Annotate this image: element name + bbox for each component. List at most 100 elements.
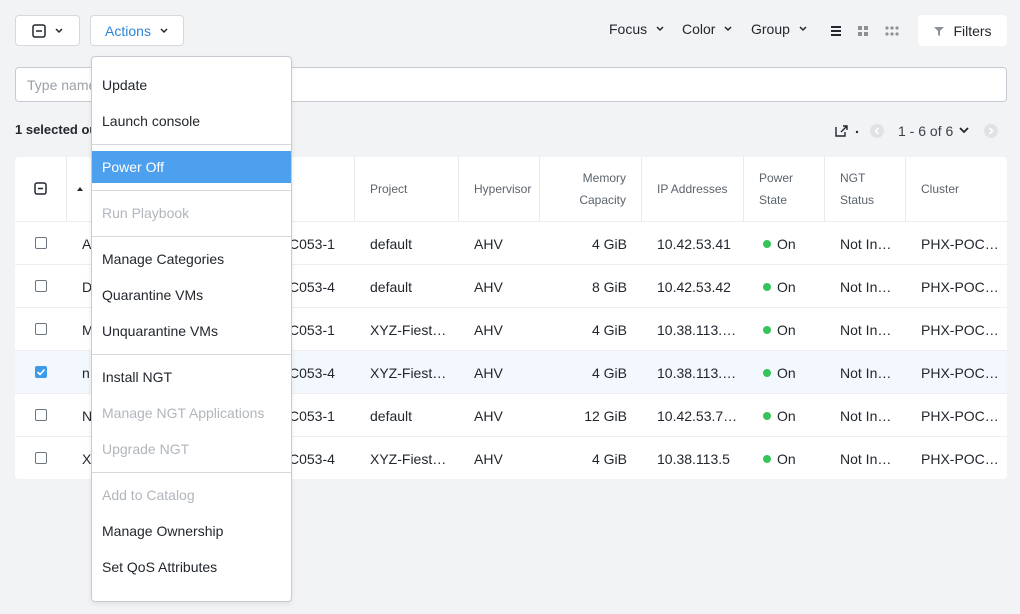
column-header[interactable]: Power State: [744, 157, 825, 221]
focus-label: Focus: [609, 21, 648, 37]
cell-text: AHV: [474, 364, 503, 381]
chevron: [160, 27, 168, 33]
table-row[interactable]: D C053-4 default AHV 8 GiB 10.42.53.42 On Not I…: [15, 264, 1007, 307]
column-header[interactable]: Cluster: [906, 157, 1007, 221]
table-cell: Not In…: [825, 394, 906, 437]
table-cell: XYZ-Fiest…: [355, 437, 459, 479]
export-icon[interactable]: [834, 123, 864, 139]
table-cell: On: [744, 394, 825, 437]
column-header[interactable]: Project: [355, 157, 459, 221]
group-dropdown[interactable]: Group: [751, 21, 808, 37]
cell-text: Not In…: [840, 278, 892, 295]
cell-text: Not In…: [840, 450, 892, 467]
power-dot: [763, 454, 771, 463]
menu-item[interactable]: Quarantine VMs: [102, 287, 204, 303]
sort-icon: [77, 187, 83, 191]
vm-host: C053-1: [289, 321, 335, 338]
table-row[interactable]: X C053-4 XYZ-Fiest… AHV 4 GiB 10.38.113.5 On No…: [15, 436, 1007, 479]
row-checkbox[interactable]: [35, 237, 47, 249]
header-select: [15, 157, 67, 221]
cell-text: AHV: [474, 235, 503, 252]
column-header[interactable]: IP Addresses: [642, 157, 744, 221]
table-cell: AHV: [459, 222, 540, 265]
column-header[interactable]: NGT Status: [825, 157, 906, 221]
menu-item[interactable]: Set QoS Attributes: [102, 559, 218, 575]
separator-line: [92, 353, 291, 355]
cell-text: default: [370, 235, 413, 252]
table-row[interactable]: A C053-1 default AHV 4 GiB 10.42.53.41 On Not I…: [15, 221, 1007, 264]
vm-name: X: [82, 450, 92, 467]
color-dropdown[interactable]: Color: [682, 21, 733, 37]
table-cell: 10.42.53.41: [642, 222, 744, 265]
menu-item[interactable]: Manage Categories: [102, 251, 225, 267]
table-cell: 12 GiB: [540, 394, 642, 437]
cell-text: PHX-POC…: [921, 321, 999, 338]
separator-line: [92, 235, 291, 237]
pagination-range[interactable]: 1 - 6 of 6: [898, 123, 954, 139]
filters-button[interactable]: Filters: [918, 15, 1007, 46]
checkbox-icon: [31, 23, 46, 38]
table-cell: On: [744, 351, 825, 394]
color-label: Color: [682, 21, 716, 37]
row-checkbox[interactable]: [35, 366, 47, 378]
cell-text: 12 GiB: [584, 407, 627, 424]
cell-text: 4 GiB: [591, 450, 627, 467]
separator-line: [92, 189, 291, 191]
check-mark: [36, 368, 46, 376]
menu-separator: [92, 185, 291, 195]
menu-item[interactable]: Install NGT: [102, 369, 173, 385]
table-cell: Not In…: [825, 265, 906, 308]
menu-item[interactable]: Manage Ownership: [102, 523, 224, 539]
next-page[interactable]: [983, 123, 999, 139]
menu-item: Run Playbook: [102, 205, 190, 221]
menu-separator: [92, 467, 291, 477]
row-checkbox[interactable]: [35, 280, 47, 292]
menu-item[interactable]: Unquarantine VMs: [102, 323, 218, 339]
table-cell: PHX-POC…: [906, 308, 1007, 351]
cell-text: default: [370, 407, 413, 424]
table-cell: 10.38.113.…: [642, 351, 744, 394]
power-dot: [763, 239, 771, 248]
row-checkbox[interactable]: [35, 452, 47, 464]
vm-host: C053-1: [289, 407, 335, 424]
column-header[interactable]: Hypervisor: [459, 157, 540, 221]
table-cell: Not In…: [825, 308, 906, 351]
menu-separator: [92, 139, 291, 149]
menu-item[interactable]: Update: [102, 77, 148, 93]
prev-page[interactable]: [869, 123, 885, 139]
search-placeholder: Type name: [27, 76, 97, 93]
vm-host: C053-4: [289, 450, 335, 467]
row-checkbox[interactable]: [35, 409, 47, 421]
vm-name: M: [82, 321, 94, 338]
cell-text: Not In…: [840, 321, 892, 338]
focus-dropdown[interactable]: Focus: [609, 21, 665, 37]
cell-text: default: [370, 278, 413, 295]
menu-separator: [92, 349, 291, 359]
table-cell: AHV: [459, 351, 540, 394]
power-dot: [763, 282, 771, 291]
vm-host: C053-4: [289, 278, 335, 295]
menu-item[interactable]: Launch console: [102, 113, 201, 129]
table-cell: PHX-POC…: [906, 437, 1007, 479]
table-row[interactable]: M C053-1 XYZ-Fiest… AHV 4 GiB 10.38.113.… On No…: [15, 307, 1007, 350]
menu-item[interactable]: Power Off: [92, 151, 291, 183]
separator-line: [92, 471, 291, 473]
header-name[interactable]: [67, 157, 355, 221]
menu-item: Upgrade NGT: [102, 441, 190, 457]
menu-item: Manage NGT Applications: [102, 405, 265, 421]
table-row[interactable]: N C053-1 default AHV 12 GiB 10.42.53.7… On Not …: [15, 393, 1007, 436]
select-dropdown[interactable]: [15, 15, 80, 46]
view-toggles[interactable]: [828, 24, 902, 38]
row-checkbox[interactable]: [35, 323, 47, 335]
select-all-checkbox[interactable]: [34, 182, 48, 196]
actions-button[interactable]: Actions: [90, 15, 184, 46]
column-header[interactable]: Memory Capacity: [540, 157, 642, 221]
table-row[interactable]: n C053-4 XYZ-Fiest… AHV 4 GiB 10.38.113.… On No…: [15, 350, 1007, 393]
cell-text: On: [777, 450, 796, 467]
table-cell: 10.42.53.7…: [642, 394, 744, 437]
column-header-label: Power State: [759, 171, 794, 207]
power-dot: [763, 368, 771, 377]
chevron: [656, 26, 664, 32]
cell-text: 4 GiB: [591, 321, 627, 338]
